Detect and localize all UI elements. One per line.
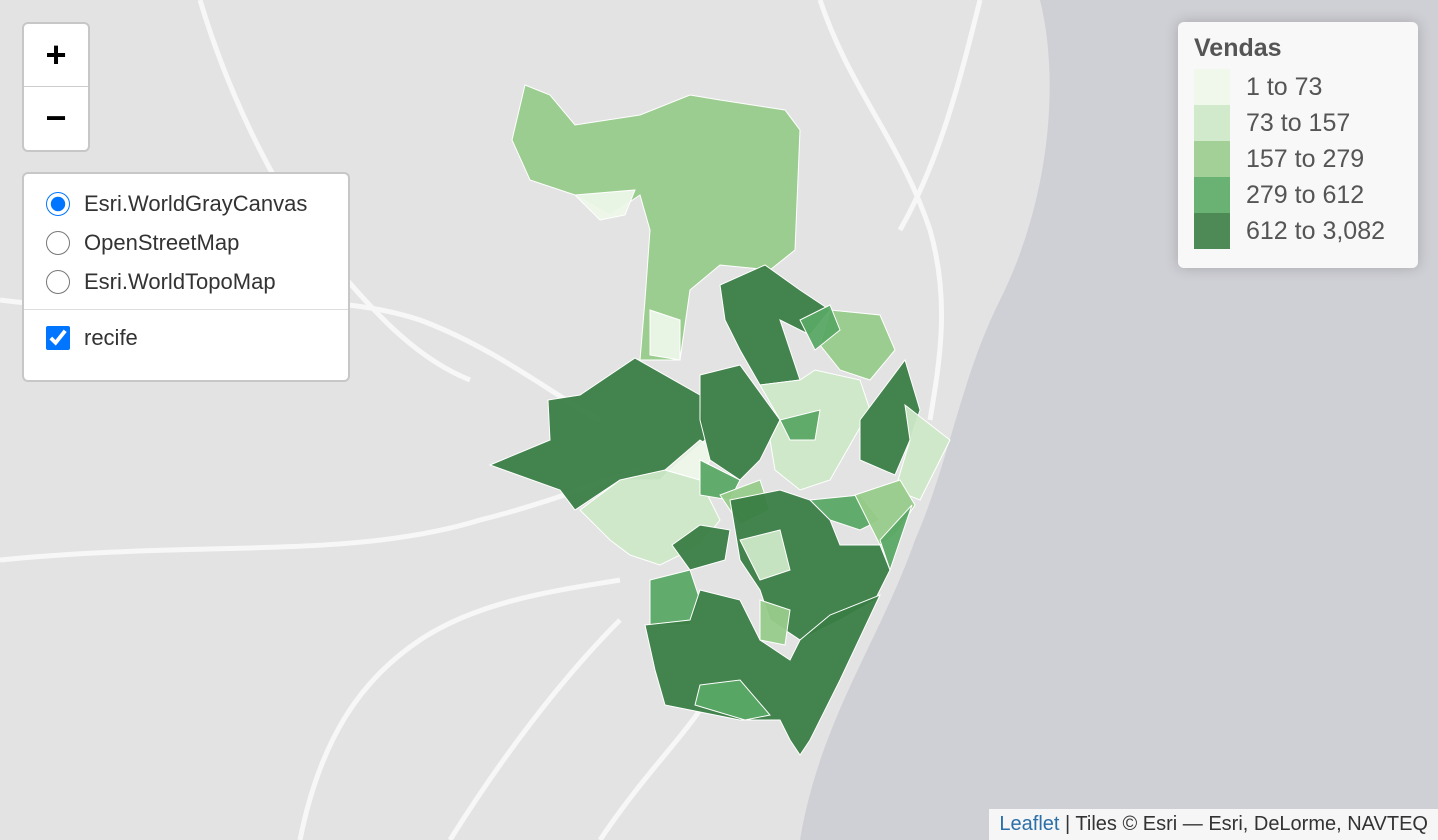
legend-item: 73 to 157	[1194, 105, 1402, 141]
legend-swatch	[1194, 177, 1230, 213]
legend-item: 612 to 3,082	[1194, 213, 1402, 249]
zoom-out[interactable]: −	[45, 97, 67, 138]
legend-title: Vendas	[1194, 34, 1282, 62]
separator	[24, 309, 348, 310]
attribution-text: | Tiles © Esri — Esri, DeLorme, NAVTEQ	[1065, 813, 1428, 835]
district[interactable]	[699, 364, 781, 481]
layer-control: Esri.WorldGrayCanvas OpenStreetMap Esri.…	[22, 172, 350, 382]
legend: Vendas 1 to 73 73 to 157 157 to 279 279 to …	[1178, 22, 1418, 268]
district[interactable]	[879, 504, 913, 572]
zoom-in[interactable]: +	[24, 24, 88, 87]
base-layer[interactable]: Esri.WorldTopoMap	[44, 262, 328, 301]
legend-label: 73 to 157	[1246, 108, 1351, 137]
attribution: Leaflet | Tiles © Esri — Esri, DeLorme, …	[989, 809, 1438, 840]
radio[interactable]	[46, 269, 70, 294]
radio[interactable]	[46, 230, 70, 255]
layer-label: Esri.WorldGrayCanvas	[84, 190, 308, 216]
legend-label: 612 to 3,082	[1246, 216, 1386, 245]
legend-label: 279 to 612	[1246, 180, 1365, 209]
legend-item: 1 to 73	[1194, 69, 1402, 105]
district[interactable]	[671, 524, 731, 571]
legend-swatch	[1194, 105, 1230, 141]
overlay-layer[interactable]: recife	[44, 318, 328, 357]
base-layer[interactable]: Esri.WorldGrayCanvas	[44, 184, 328, 223]
district[interactable]	[644, 589, 881, 756]
legend-swatch	[1194, 69, 1230, 105]
district[interactable]	[573, 189, 636, 221]
legend-items: 1 to 73 73 to 157 157 to 279 279 to 612 612 …	[1194, 69, 1402, 249]
district[interactable]	[779, 409, 821, 441]
leaflet-link[interactable]: Leaflet	[999, 813, 1060, 835]
district[interactable]	[759, 599, 791, 646]
district[interactable]	[694, 679, 771, 721]
layer-label: Esri.WorldTopoMap	[84, 268, 276, 294]
district[interactable]	[649, 309, 681, 361]
district[interactable]	[799, 304, 841, 351]
layer-label: recife	[84, 324, 138, 350]
base-layer[interactable]: OpenStreetMap	[44, 223, 328, 262]
district[interactable]	[739, 529, 791, 581]
legend-item: 157 to 279	[1194, 141, 1402, 177]
radio[interactable]	[46, 191, 70, 216]
layer-label: OpenStreetMap	[84, 229, 240, 255]
checkbox[interactable]	[46, 325, 70, 350]
legend-swatch	[1194, 141, 1230, 177]
legend-label: 157 to 279	[1246, 144, 1365, 173]
legend-swatch	[1194, 213, 1230, 249]
zoom-control: + −	[22, 22, 90, 152]
districts	[488, 84, 951, 756]
legend-label: 1 to 73	[1246, 72, 1323, 101]
district[interactable]	[719, 264, 831, 386]
legend-item: 279 to 612	[1194, 177, 1402, 213]
